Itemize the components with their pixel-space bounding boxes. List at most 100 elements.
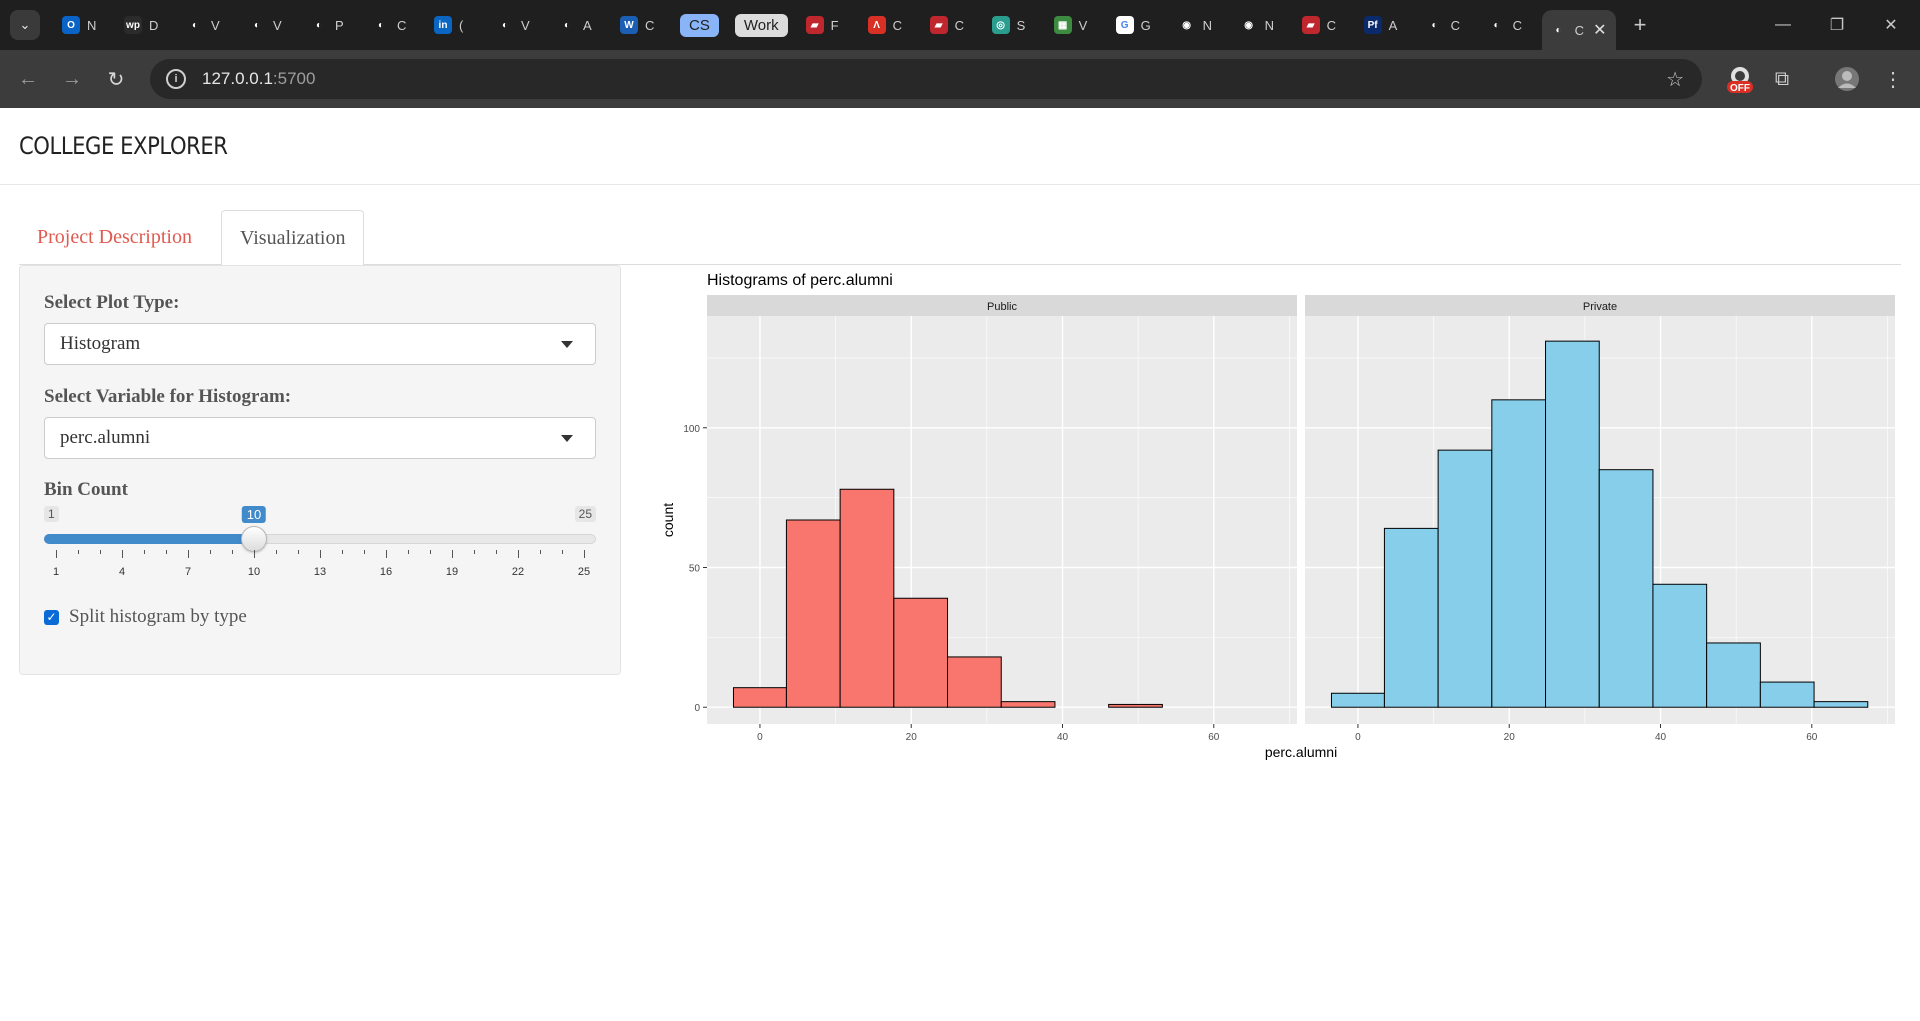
dropdown-caret-icon [561, 341, 573, 348]
histogram-bar [1108, 703, 1163, 708]
reload-button[interactable]: ↻ [96, 59, 136, 99]
address-url[interactable]: 127.0.0.1:5700 [202, 69, 316, 88]
forward-button[interactable]: → [52, 59, 92, 99]
slider-minor-tick [364, 550, 365, 554]
browser-tab[interactable]: ◐ A [550, 8, 612, 42]
slider-tick-label: 7 [184, 566, 192, 578]
tab-favicon-icon: G [1115, 16, 1134, 34]
slider-minor-tick [474, 550, 475, 554]
y-tick-label: 100 [683, 424, 700, 435]
slider-minor-tick [210, 550, 211, 554]
browser-tab[interactable]: ▰ F [798, 8, 860, 42]
histogram-bar [893, 597, 949, 708]
back-button[interactable]: ← [8, 59, 48, 99]
bin-count-slider[interactable]: 1 25 10 1 4 7 10 13 16 19 22 25 [44, 506, 596, 586]
split-by-type-label: Split histogram by type [69, 606, 247, 627]
close-tab-icon[interactable]: ✕ [1593, 22, 1607, 39]
app-header: COLLEGE EXPLORER [0, 108, 1920, 185]
profile-avatar[interactable] [1827, 50, 1867, 108]
browser-tab[interactable]: ▰ C [1294, 8, 1356, 42]
chevron-down-icon: ⌄ [19, 17, 31, 32]
close-icon: ✕ [1884, 17, 1898, 34]
nav-tabs: Project Description Visualization [19, 210, 1901, 266]
histogram-bar [839, 488, 895, 708]
browser-tab[interactable]: ◐ C [1480, 8, 1542, 42]
tab-group-cs[interactable]: CS [674, 8, 729, 42]
tab-title: P [335, 17, 344, 33]
slider-minor-tick [232, 550, 233, 554]
browser-tab[interactable]: ◐ P [302, 8, 364, 42]
x-tick-label: 0 [757, 732, 763, 743]
tab-favicon-icon: ▰ [929, 16, 948, 34]
tab-favicon-icon: O [62, 16, 80, 34]
browser-tab[interactable]: ◉ N [1232, 8, 1294, 42]
tab-visualization[interactable]: Visualization [221, 210, 365, 266]
tab-title: V [211, 17, 220, 33]
slider-minor-tick [540, 550, 541, 554]
browser-tab[interactable]: in ( [426, 8, 488, 42]
tab-search-button[interactable]: ⌄ [10, 10, 40, 40]
variable-select[interactable]: perc.alumni [44, 417, 596, 459]
close-window-button[interactable]: ✕ [1864, 0, 1918, 50]
y-tick-label: 0 [694, 703, 700, 714]
tab-title: N [1202, 17, 1212, 33]
slider-tick-label: 19 [445, 566, 459, 578]
split-by-type-checkbox-row[interactable]: ✓ Split histogram by type [44, 606, 247, 628]
browser-tab[interactable]: wp D [116, 8, 178, 42]
browser-tab[interactable]: ▦ V [1046, 8, 1108, 42]
extension-button[interactable]: OFF [1720, 50, 1760, 108]
kebab-menu-icon: ⋮ [1883, 68, 1903, 91]
tab-group-work[interactable]: Work [729, 8, 798, 42]
slider-tick [188, 550, 189, 558]
browser-tab[interactable]: ◎ S [984, 8, 1046, 42]
bookmark-star-icon[interactable]: ☆ [1666, 68, 1684, 91]
browser-tab[interactable]: ◐ V [240, 8, 302, 42]
slider-tick-label: 4 [118, 566, 126, 578]
browser-tab[interactable]: ◉ N [1170, 8, 1232, 42]
split-by-type-checkbox[interactable]: ✓ [44, 609, 59, 625]
histogram-bar [1706, 642, 1761, 708]
new-tab-button[interactable]: + [1633, 12, 1647, 37]
histogram-bar [1813, 701, 1869, 708]
active-browser-tab[interactable]: ◐ C ✕ [1541, 10, 1616, 50]
slider-handle[interactable] [241, 526, 267, 552]
tab-title: C [892, 17, 902, 33]
minimize-button[interactable]: — [1756, 0, 1810, 50]
browser-tab[interactable]: ◐ V [178, 8, 240, 42]
maximize-button[interactable]: ❐ [1810, 0, 1864, 50]
tab-favicon-icon: W [620, 16, 638, 34]
extension-badge: OFF [1730, 83, 1750, 94]
slider-minor-tick [342, 550, 343, 554]
browser-tab[interactable]: ◐ C [364, 8, 426, 42]
site-info-icon[interactable]: i [166, 69, 186, 89]
browser-tab[interactable]: ▰ C [922, 8, 984, 42]
x-tick-label: 20 [1504, 732, 1516, 743]
browser-menu-button[interactable]: ⋮ [1873, 50, 1913, 108]
plot-type-select[interactable]: Histogram [44, 323, 596, 365]
browser-tab[interactable]: ◐ C [1418, 8, 1480, 42]
slider-minor-tick [496, 550, 497, 554]
tab-favicon-icon: in [434, 16, 452, 34]
variable-label: Select Variable for Histogram: [44, 386, 292, 407]
tab-project-description[interactable]: Project Description [37, 226, 192, 248]
tab-favicon-icon: ◐ [1493, 19, 1500, 31]
histogram-plot: Histograms of perc.alumni Public 0 20 40 60 Pr… [660, 272, 1895, 760]
extensions-button[interactable]: ⧉ [1762, 50, 1802, 108]
tab-favicon-icon: ◉ [1182, 19, 1191, 31]
histogram-bar [1491, 399, 1547, 708]
x-tick-label: 60 [1208, 732, 1220, 743]
browser-tab[interactable]: ◐ V [488, 8, 550, 42]
address-bar[interactable]: i 127.0.0.1:5700 ☆ [150, 59, 1702, 99]
reload-icon: ↻ [107, 68, 125, 91]
tab-favicon-icon: ◐ [315, 19, 323, 31]
app-title: COLLEGE EXPLORER [19, 132, 228, 160]
variable-value: perc.alumni [60, 427, 151, 448]
browser-tab[interactable]: Pf A [1356, 8, 1418, 42]
y-tick-label: 50 [689, 564, 701, 575]
tab-favicon-icon: ◉ [1244, 19, 1253, 31]
